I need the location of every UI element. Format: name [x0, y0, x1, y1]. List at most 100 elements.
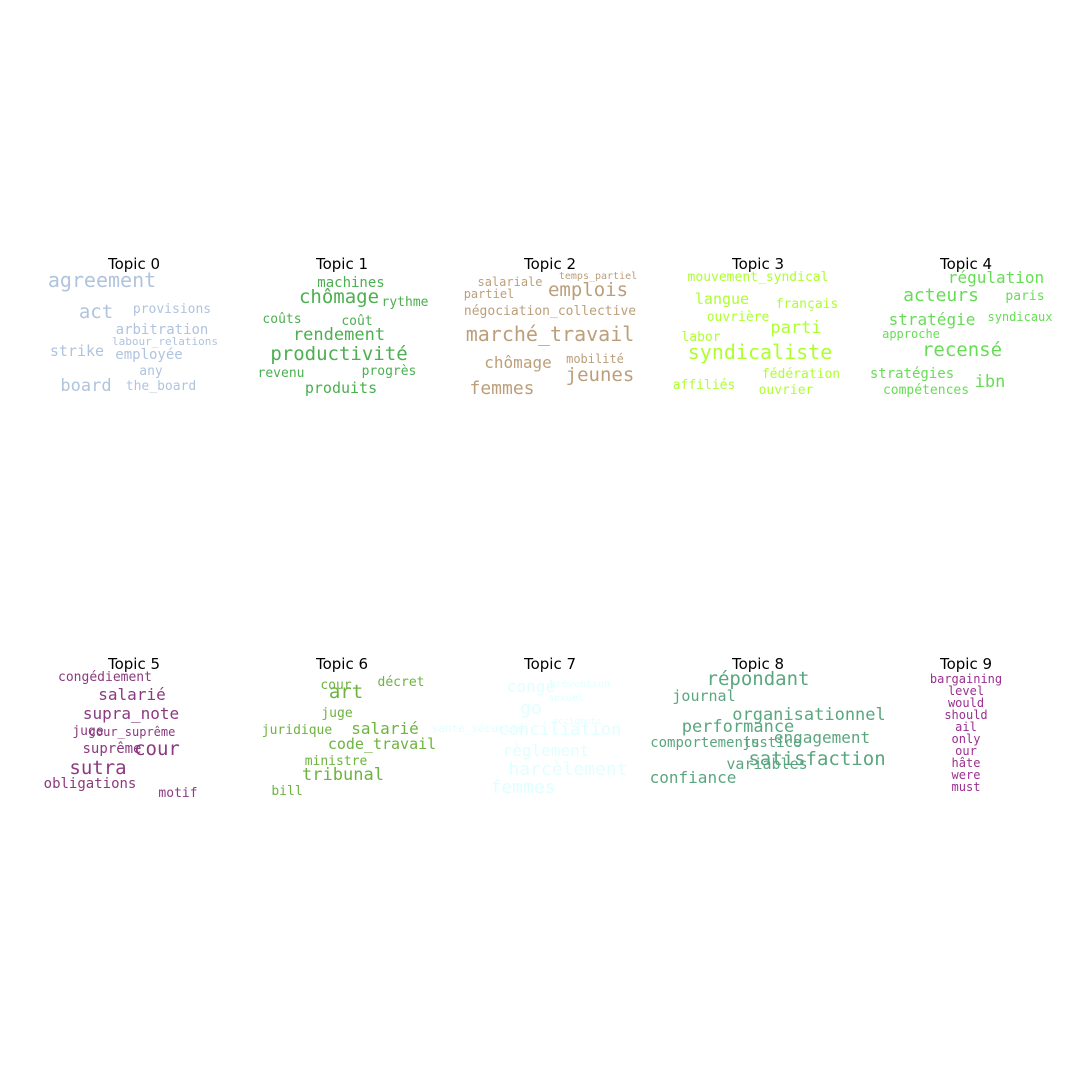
- topic-9-word: bargaining: [930, 672, 1002, 686]
- topic-5-word: motif: [158, 786, 197, 801]
- topic-8-word: satisfaction: [748, 748, 885, 770]
- topic-1-title: Topic 1: [315, 255, 368, 273]
- topic-9-word: were: [952, 768, 981, 782]
- topic-2-word: chômage: [484, 353, 551, 372]
- topic-5-title: Topic 5: [107, 655, 160, 673]
- topic-8-word: justice: [742, 735, 801, 751]
- topic-3-word: affiliés: [673, 378, 736, 393]
- topic-4-word: approche: [882, 327, 940, 341]
- topic-3-title: Topic 3: [731, 255, 784, 273]
- topic-7-word: sexuel: [548, 693, 584, 704]
- topic-7-title: Topic 7: [523, 655, 576, 673]
- topic-8-word: performance: [682, 717, 795, 737]
- topic-0-word: arbitration: [116, 322, 209, 338]
- topic-6-word: code_travail: [328, 735, 436, 753]
- topic-0-title: Topic 0: [107, 255, 160, 273]
- topic-5-word: supra_note: [83, 704, 179, 723]
- topic-9-word: ail: [955, 720, 977, 734]
- topic-7-word: accidents: [553, 717, 602, 727]
- topic-6-word: juge: [321, 706, 352, 721]
- topic-3-word: français: [776, 297, 839, 312]
- topic-2-word: mobilité: [566, 352, 624, 366]
- topic-8-word: variables: [726, 755, 807, 773]
- topic-1-word: machines: [317, 275, 384, 291]
- topic-7-word: santé_sécurité: [432, 722, 525, 735]
- topic-1-word: progrès: [362, 364, 417, 379]
- topic-8-word: journal: [672, 687, 735, 705]
- topic-4-title: Topic 4: [939, 255, 992, 273]
- topic-6-word: ministre: [305, 754, 368, 769]
- topic-4-word: recensé: [922, 339, 1002, 361]
- topic-4-word: régulation: [948, 268, 1044, 287]
- topic-3-word: ouvrière: [707, 310, 770, 325]
- topic-0-word: act: [79, 301, 113, 323]
- topic-7-word: harcèlement: [508, 759, 627, 780]
- topic-1-word: revenu: [258, 366, 305, 381]
- topic-7-word: conciliation: [499, 720, 622, 740]
- topic-4-word: stratégie: [889, 310, 976, 329]
- topic-6-word: bill: [271, 784, 302, 799]
- topic-5-word: salarié: [98, 685, 165, 704]
- topic-6-word: art: [329, 681, 363, 703]
- topic-2-word: emplois: [548, 279, 628, 301]
- topic-0-word: board: [60, 376, 111, 396]
- topic-9-title: Topic 9: [939, 655, 992, 673]
- topic-7-word: congé: [507, 677, 555, 696]
- topic-1-word: rendement: [293, 325, 385, 345]
- topic-5-word: suprême: [82, 741, 141, 757]
- topic-2-title: Topic 2: [523, 255, 576, 273]
- topic-3-word: ouvrier: [759, 383, 814, 398]
- topic-9-word: must: [952, 780, 981, 794]
- topic-5-word: cour: [134, 738, 180, 760]
- topic-4-word: ibn: [975, 372, 1006, 392]
- topic-6-word: tribunal: [302, 765, 384, 785]
- topic-5-word: cour_suprême: [89, 725, 176, 739]
- topic-2-word: temps_partiel: [559, 271, 637, 282]
- topic-3-word: fédération: [762, 367, 840, 382]
- topic-7-word: prévention: [550, 678, 610, 690]
- topic-0-word: provisions: [133, 302, 211, 317]
- topic-1-word: chômage: [299, 286, 379, 308]
- topic-1-word: produits: [305, 379, 377, 397]
- topic-0-word: any: [139, 364, 163, 379]
- topic-2-word: négociation_collective: [464, 304, 636, 319]
- topic-8-panel: Topic 8répondantjournalorganisationnelpe…: [650, 655, 886, 787]
- topic-5-word: obligations: [44, 776, 137, 792]
- topic-0-word: strike: [50, 342, 104, 360]
- topic-1-word: productivité: [270, 343, 407, 365]
- topic-8-word: comportements: [650, 735, 760, 751]
- topic-2-word: partiel: [464, 287, 515, 301]
- topic-5-word: sutra: [69, 757, 126, 779]
- topic-4-word: stratégies: [870, 366, 954, 382]
- topic-2-word: salariale: [477, 275, 542, 289]
- topic-3-word: labor: [681, 330, 720, 345]
- topic-6-word: juridique: [262, 723, 333, 738]
- topic-8-word: confiance: [650, 768, 737, 787]
- topic-2-word: jeunes: [566, 364, 635, 386]
- topic-9-word: should: [944, 708, 987, 722]
- topic-0-word: labour_relations: [112, 335, 218, 348]
- topic-8-title: Topic 8: [731, 655, 784, 673]
- topic-2-word: marché_travail: [466, 322, 635, 346]
- topic-1-word: coût: [341, 314, 372, 329]
- topic-8-word: organisationnel: [732, 705, 886, 725]
- topic-4-word: acteurs: [903, 285, 979, 306]
- topic-6-word: décret: [378, 675, 425, 690]
- topic-9-word: our: [955, 744, 977, 758]
- topic-1-word: coûts: [262, 312, 301, 327]
- topic-6-title: Topic 6: [315, 655, 368, 673]
- topic-9-word: would: [948, 696, 984, 710]
- topic-8-word: répondant: [707, 668, 810, 690]
- topic-5-panel: Topic 5congédiementsalariésupra_notejuge…: [44, 655, 198, 801]
- topic-9-word: hâte: [952, 756, 981, 770]
- topic-4-word: syndicaux: [987, 310, 1052, 324]
- topic-3-word: mouvement_syndical: [688, 270, 829, 285]
- topic-6-panel: Topic 6 cour décret art juge juridique salarié…: [262, 655, 436, 799]
